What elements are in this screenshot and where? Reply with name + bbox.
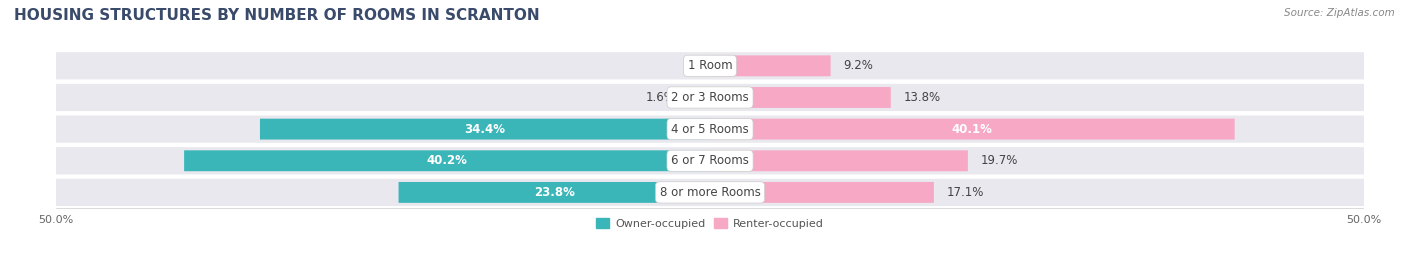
FancyBboxPatch shape — [49, 52, 1371, 79]
FancyBboxPatch shape — [710, 87, 891, 108]
FancyBboxPatch shape — [710, 182, 934, 203]
Text: 13.8%: 13.8% — [904, 91, 941, 104]
Text: 17.1%: 17.1% — [946, 186, 984, 199]
FancyBboxPatch shape — [49, 84, 1371, 111]
FancyBboxPatch shape — [260, 119, 710, 140]
FancyBboxPatch shape — [689, 87, 710, 108]
FancyBboxPatch shape — [49, 179, 1371, 206]
FancyBboxPatch shape — [710, 150, 967, 171]
Text: 9.2%: 9.2% — [844, 59, 873, 72]
FancyBboxPatch shape — [184, 150, 710, 171]
Text: 1.6%: 1.6% — [647, 91, 676, 104]
FancyBboxPatch shape — [49, 115, 1371, 143]
Text: 40.1%: 40.1% — [952, 123, 993, 136]
Legend: Owner-occupied, Renter-occupied: Owner-occupied, Renter-occupied — [592, 214, 828, 233]
FancyBboxPatch shape — [710, 55, 831, 76]
FancyBboxPatch shape — [710, 119, 1234, 140]
Text: Source: ZipAtlas.com: Source: ZipAtlas.com — [1284, 8, 1395, 18]
FancyBboxPatch shape — [49, 147, 1371, 174]
FancyBboxPatch shape — [398, 182, 710, 203]
Text: 1 Room: 1 Room — [688, 59, 733, 72]
Text: 8 or more Rooms: 8 or more Rooms — [659, 186, 761, 199]
Text: 4 or 5 Rooms: 4 or 5 Rooms — [671, 123, 749, 136]
Text: 34.4%: 34.4% — [464, 123, 506, 136]
Text: 23.8%: 23.8% — [534, 186, 575, 199]
Text: 2 or 3 Rooms: 2 or 3 Rooms — [671, 91, 749, 104]
Text: 19.7%: 19.7% — [981, 154, 1018, 167]
Text: 6 or 7 Rooms: 6 or 7 Rooms — [671, 154, 749, 167]
Text: 40.2%: 40.2% — [427, 154, 468, 167]
Text: HOUSING STRUCTURES BY NUMBER OF ROOMS IN SCRANTON: HOUSING STRUCTURES BY NUMBER OF ROOMS IN… — [14, 8, 540, 23]
